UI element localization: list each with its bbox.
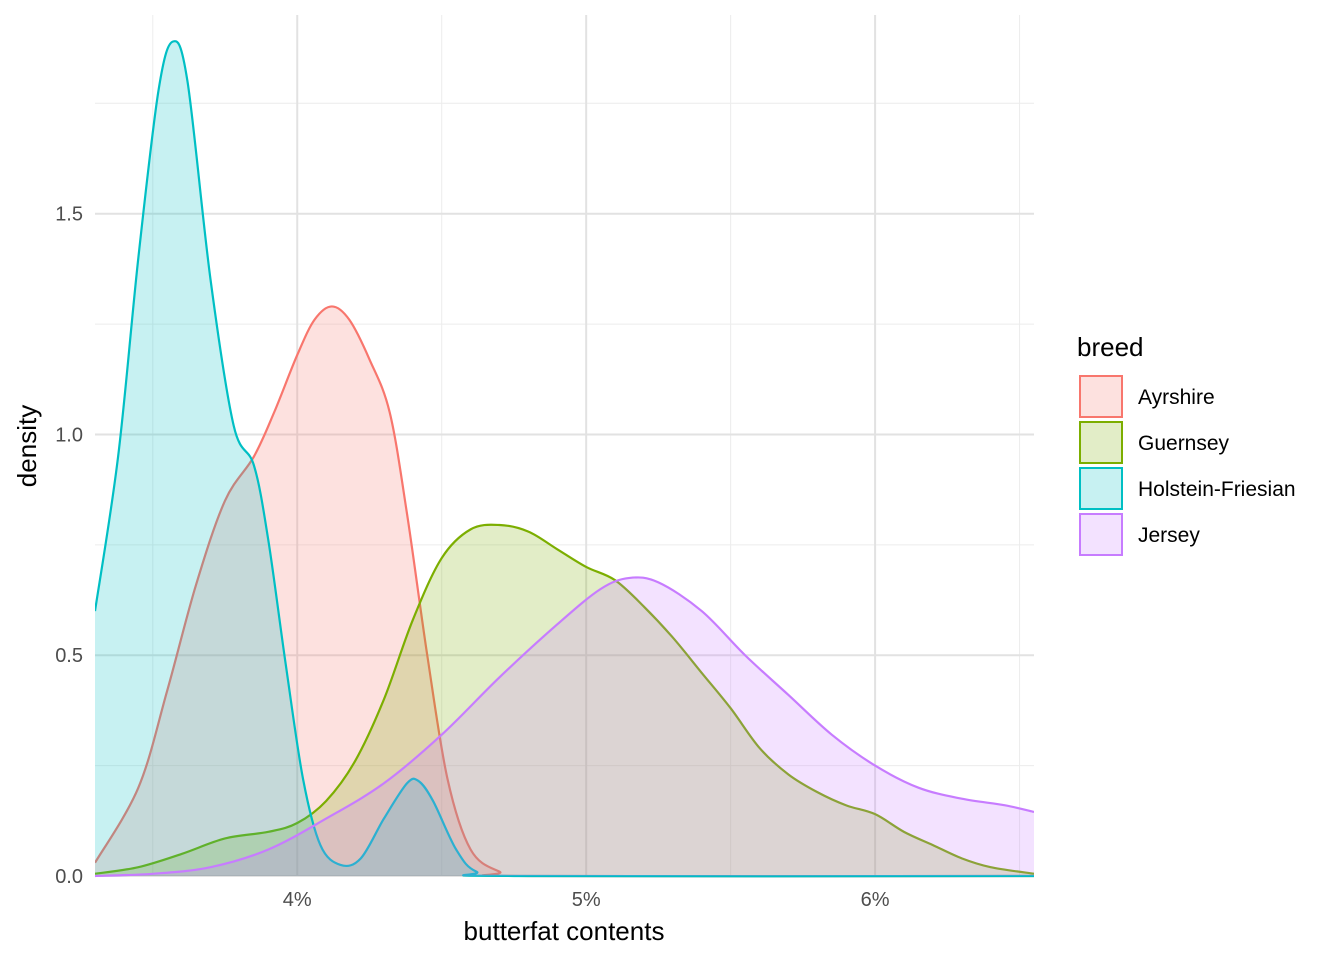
legend-swatch-guernsey	[1079, 421, 1123, 464]
legend-swatch-ayrshire	[1079, 375, 1123, 418]
legend-key-background	[1080, 514, 1122, 555]
legend-items: Ayrshire Guernsey Holstein-Friesian Jersey	[1079, 375, 1296, 556]
legend-swatch-holstein-friesian	[1079, 467, 1123, 510]
y-tick-label: 1.5	[55, 204, 83, 226]
series-line-guernsey	[95, 523, 1034, 875]
series-line-holstein-friesian	[95, 40, 1034, 878]
series-line-jersey	[95, 576, 1034, 878]
legend-label-guernsey: Guernsey	[1138, 432, 1230, 455]
legend-label-ayrshire: Ayrshire	[1138, 386, 1215, 409]
legend-item-guernsey: Guernsey	[1079, 421, 1230, 464]
axis-layer: 0.0 0.5 1.0 1.5 4% 5% 6%	[55, 204, 890, 911]
x-tick-label: 4%	[283, 889, 312, 911]
y-tick-label: 1.0	[55, 424, 83, 446]
series-area-holstein-friesian	[95, 41, 1034, 877]
series-line-ayrshire	[95, 305, 1034, 878]
y-tick-label: 0.5	[55, 645, 83, 667]
legend-key-background	[1080, 468, 1122, 509]
legend-label-jersey: Jersey	[1138, 524, 1200, 547]
series-area-guernsey	[95, 524, 1034, 876]
series-layer	[95, 40, 1034, 878]
legend-key-background	[1080, 422, 1122, 463]
legend-label-holstein-friesian: Holstein-Friesian	[1138, 478, 1296, 501]
y-axis-title: density	[12, 405, 42, 487]
legend-key-background	[1080, 376, 1122, 417]
series-area-ayrshire	[95, 306, 1034, 877]
legend-item-ayrshire: Ayrshire	[1079, 375, 1215, 418]
series-area-jersey	[95, 577, 1034, 876]
legend-swatch-jersey	[1079, 513, 1123, 556]
legend-item-jersey: Jersey	[1079, 513, 1200, 556]
y-tick-label: 0.0	[55, 866, 83, 888]
x-axis-title: butterfat contents	[464, 916, 665, 946]
x-tick-label: 6%	[861, 889, 890, 911]
legend: breed Ayrshire Guernsey Holstein-Friesian J…	[1077, 332, 1296, 556]
legend-title: breed	[1077, 332, 1144, 362]
x-tick-label: 5%	[572, 889, 601, 911]
legend-item-holstein-friesian: Holstein-Friesian	[1079, 467, 1296, 510]
grid-layer	[95, 15, 1034, 877]
